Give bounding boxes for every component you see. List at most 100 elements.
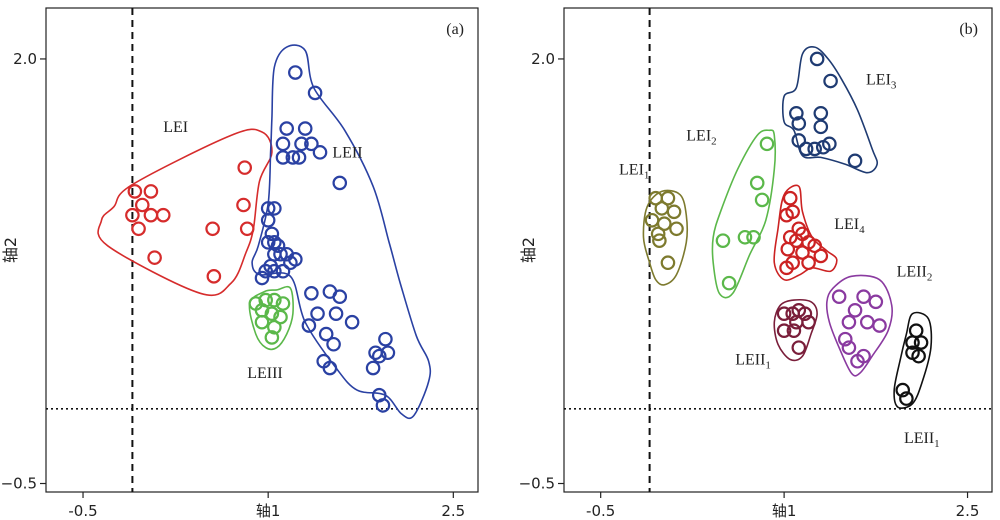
y-axis-title: 轴2 (1, 237, 20, 263)
data-point (791, 116, 807, 131)
data-point (656, 216, 672, 231)
data-point (304, 136, 319, 152)
data-point (652, 233, 667, 248)
group-label: LEI2 (686, 127, 716, 147)
data-point (332, 289, 348, 305)
data-point (301, 318, 317, 333)
data-point (669, 221, 684, 237)
data-point (759, 136, 775, 152)
data-point (801, 255, 816, 271)
group-hull (642, 189, 689, 286)
x-tick-label: 2.5 (441, 502, 465, 520)
data-point (809, 51, 825, 67)
data-point (332, 175, 348, 191)
data-point (273, 309, 288, 325)
data-point (344, 314, 360, 330)
data-point (823, 73, 838, 89)
group-label: LEII2 (897, 263, 933, 283)
data-point (782, 190, 798, 206)
data-point (746, 229, 761, 245)
data-point (905, 335, 920, 350)
y-tick-label: 2.0 (13, 50, 37, 68)
data-point (660, 190, 676, 206)
data-point (310, 306, 325, 321)
data-point (841, 340, 857, 355)
data-point (801, 314, 816, 330)
data-point (654, 201, 670, 216)
data-point (807, 238, 822, 254)
data-point (899, 391, 914, 406)
y-tick-label: −0.5 (1, 475, 37, 493)
data-point (807, 141, 822, 157)
data-point (291, 150, 307, 165)
data-point (368, 345, 383, 361)
data-point (263, 258, 278, 274)
data-point (715, 233, 731, 248)
group-label: LEIII (247, 365, 283, 382)
data-point (322, 360, 338, 376)
data-point (791, 340, 807, 355)
data-point (206, 269, 222, 284)
y-axis-title: 轴2 (519, 237, 538, 263)
data-point (304, 286, 319, 301)
data-point (908, 323, 924, 338)
group-label: LEII1 (904, 430, 940, 450)
data-point (856, 289, 871, 305)
data-point (143, 207, 159, 223)
plot-frame (563, 7, 993, 493)
data-point (275, 136, 291, 152)
data-point (754, 192, 770, 208)
data-point (143, 184, 159, 199)
data-point (275, 263, 291, 279)
data-point (375, 398, 391, 413)
panel-b: -0.5 轴1 2.5 2.0 −0.5 轴2 (b) LEI1 LEI2 LEI3 LEI4 LEI… (519, 7, 993, 520)
data-point (273, 246, 288, 262)
data-point (650, 226, 666, 242)
data-point (155, 207, 171, 223)
data-point (822, 136, 837, 152)
data-point (813, 248, 829, 264)
data-point (267, 292, 282, 308)
panel-a: -0.5 轴1 2.5 2.0 −0.5 轴2 (a) LEI LEII LEIII (1, 7, 479, 520)
group-hull (781, 46, 879, 174)
data-point (913, 335, 929, 350)
data-point (267, 201, 282, 216)
data-point (850, 353, 865, 369)
data-point (267, 319, 282, 335)
group-label: LEI1 (619, 161, 649, 181)
data-point (378, 331, 393, 347)
data-point (279, 121, 294, 136)
data-point (127, 184, 143, 199)
data-point (813, 105, 829, 121)
data-point (264, 226, 280, 242)
data-point (270, 238, 286, 254)
data-point (666, 204, 682, 220)
data-point (131, 221, 146, 237)
group-label: LEI4 (834, 216, 865, 236)
data-point (847, 153, 863, 169)
data-point (275, 296, 291, 311)
data-point (205, 221, 220, 237)
data-point (776, 306, 792, 321)
x-tick-label: 2.5 (956, 502, 980, 520)
group-hull (97, 128, 273, 297)
data-point (288, 65, 303, 80)
data-point (236, 197, 251, 213)
group-label: LEII (332, 144, 362, 161)
data-point (307, 85, 323, 101)
y-tick-label: 2.0 (531, 50, 555, 68)
group-hull (773, 184, 838, 281)
x-tick-label: 轴1 (772, 502, 797, 520)
data-point (644, 212, 660, 228)
data-point (791, 133, 807, 148)
data-point (797, 306, 813, 321)
data-point (264, 330, 280, 345)
y-tick-label: −0.5 (519, 475, 555, 493)
data-point (371, 348, 387, 364)
data-point (260, 212, 276, 228)
data-point (798, 141, 814, 157)
data-point (254, 314, 270, 330)
data-point (125, 207, 140, 223)
group-hull (248, 285, 294, 351)
